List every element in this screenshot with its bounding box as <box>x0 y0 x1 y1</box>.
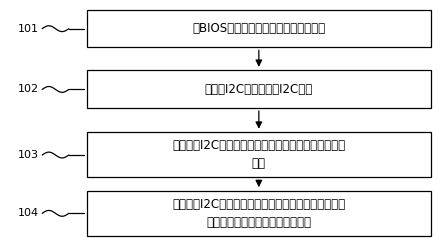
Bar <box>87 10 431 47</box>
Bar <box>87 132 431 177</box>
Text: 向所述I2C控制器发送I2C地址: 向所述I2C控制器发送I2C地址 <box>205 83 313 96</box>
Text: 103: 103 <box>18 150 39 160</box>
Text: 101: 101 <box>18 24 39 34</box>
Bar <box>87 191 431 236</box>
Text: 104: 104 <box>18 208 39 218</box>
Text: 102: 102 <box>18 84 39 95</box>
Text: 通过所述I2C总线访问所述型号对应的时钟芯片寄存器
，以读取所述时钟芯片的实时时间: 通过所述I2C总线访问所述型号对应的时钟芯片寄存器 ，以读取所述时钟芯片的实时时… <box>172 198 345 229</box>
Text: 根据所述I2C地址回传的应答信号确定所述时钟芯片的
型号: 根据所述I2C地址回传的应答信号确定所述时钟芯片的 型号 <box>172 139 345 170</box>
Text: 在BIOS启动时，调用时钟芯片相关驱动: 在BIOS启动时，调用时钟芯片相关驱动 <box>192 22 325 35</box>
Bar <box>87 70 431 108</box>
